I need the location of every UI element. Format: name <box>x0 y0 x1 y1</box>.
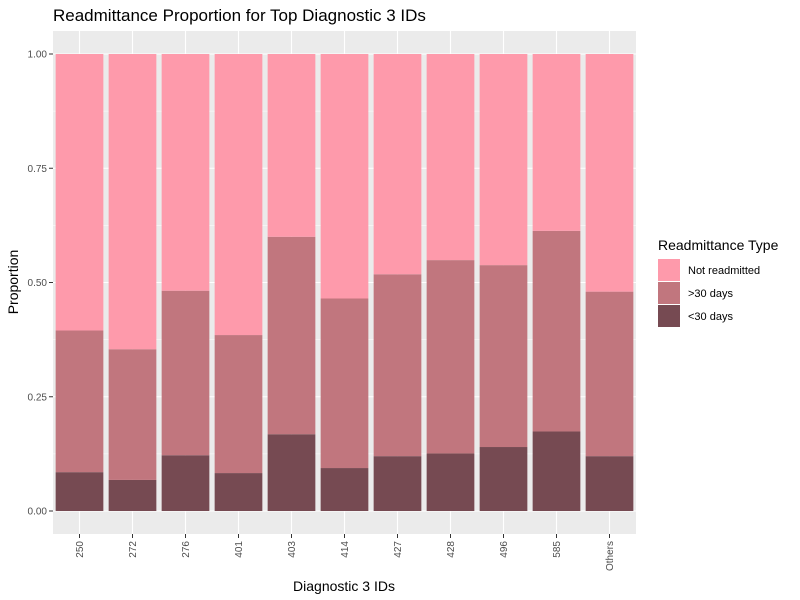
bar-segment-30-days <box>108 349 157 480</box>
bar-segment-30-days <box>267 434 316 511</box>
y-tick-label: 0.50 <box>28 278 48 289</box>
x-tick-label: 272 <box>128 541 139 558</box>
bar-segment-not-readmitted <box>426 54 475 261</box>
bar-segment-30-days <box>267 236 316 435</box>
bar-segment-30-days <box>426 453 475 511</box>
y-tick-label: 1.00 <box>28 50 48 61</box>
bar-segment-30-days <box>426 260 475 454</box>
bar-segment-30-days <box>214 335 263 474</box>
bar-segment-30-days <box>55 330 104 473</box>
bar-segment-not-readmitted <box>320 54 369 299</box>
legend-key <box>658 259 680 281</box>
legend-label: >30 days <box>688 288 733 300</box>
bar-segment-30-days <box>373 456 422 511</box>
bar-segment-30-days <box>214 473 263 511</box>
legend-key <box>658 282 680 304</box>
bars <box>55 54 634 511</box>
x-tick-label: 250 <box>75 541 86 558</box>
bar-segment-not-readmitted <box>108 54 157 350</box>
x-tick-label: 276 <box>181 541 192 558</box>
bar-segment-30-days <box>585 456 634 511</box>
chart-title: Readmittance Proportion for Top Diagnost… <box>53 6 426 25</box>
bar-segment-not-readmitted <box>373 54 422 275</box>
x-tick-label: 496 <box>499 541 510 558</box>
legend-title: Readmittance Type <box>658 237 779 253</box>
bar-segment-30-days <box>55 472 104 511</box>
bar-segment-not-readmitted <box>479 54 528 266</box>
y-tick-label: 0.75 <box>28 164 48 175</box>
bar-segment-30-days <box>479 265 528 448</box>
x-tick-label: 428 <box>446 541 457 558</box>
bar-segment-not-readmitted <box>585 54 634 292</box>
x-tick-label: 401 <box>234 541 245 558</box>
x-tick-label: 427 <box>393 541 404 558</box>
bar-segment-30-days <box>320 298 369 469</box>
legend-label: Not readmitted <box>688 265 760 277</box>
x-tick-label: 585 <box>552 541 563 558</box>
bar-segment-30-days <box>108 479 157 511</box>
legend-label: <30 days <box>688 311 733 323</box>
y-axis-title: Proportion <box>5 250 21 315</box>
bar-segment-30-days <box>585 291 634 457</box>
x-tick-label: 414 <box>340 541 351 558</box>
x-tick-label: Others <box>605 541 616 571</box>
legend: Readmittance Type Not readmitted >30 days… <box>658 237 779 327</box>
bar-segment-30-days <box>479 447 528 511</box>
bar-segment-not-readmitted <box>55 54 104 331</box>
bar-segment-30-days <box>373 274 422 457</box>
axes: 0.00 0.25 0.50 0.75 1.00 250 272 276 401 403 414 42… <box>28 50 616 572</box>
legend-key <box>658 305 680 327</box>
x-tick-label: 403 <box>287 541 298 558</box>
bar-segment-not-readmitted <box>532 54 581 231</box>
bar-segment-30-days <box>532 230 581 432</box>
bar-segment-not-readmitted <box>161 54 210 291</box>
bar-segment-30-days <box>161 455 210 511</box>
y-tick-label: 0.00 <box>28 507 48 518</box>
bar-segment-30-days <box>532 431 581 511</box>
x-axis-title: Diagnostic 3 IDs <box>293 578 395 594</box>
bar-segment-30-days <box>161 290 210 456</box>
bar-segment-30-days <box>320 468 369 511</box>
bar-segment-not-readmitted <box>214 54 263 336</box>
bar-segment-not-readmitted <box>267 54 316 237</box>
y-tick-label: 0.25 <box>28 392 48 403</box>
